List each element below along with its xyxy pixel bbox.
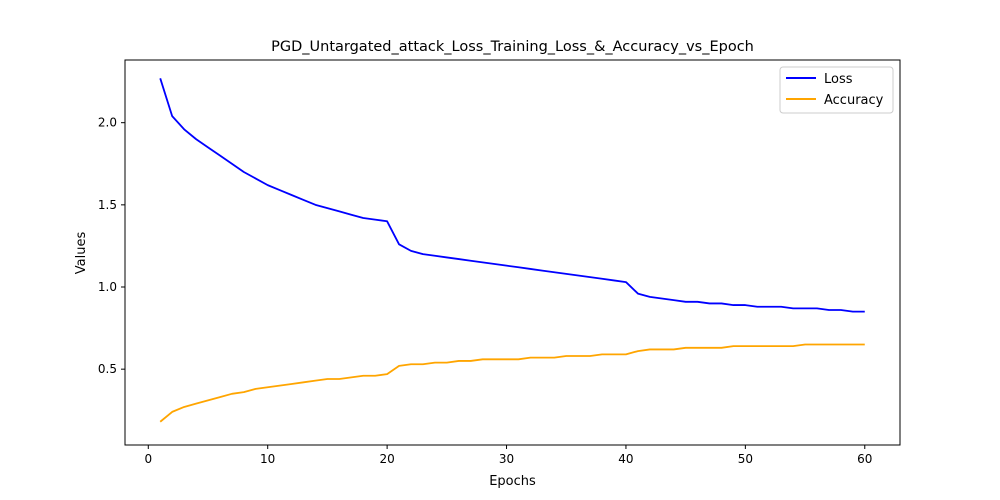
x-tick-label: 10 <box>260 452 275 466</box>
y-tick-label: 1.0 <box>98 280 117 294</box>
x-axis-ticks: 0 10 20 30 40 50 60 <box>144 445 872 466</box>
y-axis-label: Values <box>74 232 89 275</box>
x-tick-label: 30 <box>499 452 514 466</box>
x-tick-label: 0 <box>144 452 152 466</box>
y-axis-ticks: 0.5 1.0 1.5 2.0 <box>98 116 125 376</box>
x-axis-label: Epochs <box>489 474 536 489</box>
legend: Loss Accuracy <box>779 66 894 114</box>
y-tick-label: 1.5 <box>98 198 117 212</box>
legend-label-loss: Loss <box>824 72 853 87</box>
x-tick-label: 40 <box>618 452 633 466</box>
x-tick-label: 20 <box>379 452 394 466</box>
x-tick-label: 60 <box>857 452 872 466</box>
y-tick-label: 2.0 <box>98 116 117 130</box>
series-layer <box>159 78 865 423</box>
chart-title: PGD_Untargated_attack_Loss_Training_Loss… <box>271 39 754 55</box>
plot-area-frame <box>124 59 901 446</box>
series-line-loss <box>159 78 865 313</box>
y-tick-label: 0.5 <box>98 362 117 376</box>
series-line-accuracy <box>159 343 865 423</box>
legend-label-accuracy: Accuracy <box>824 93 884 108</box>
x-tick-label: 50 <box>738 452 753 466</box>
